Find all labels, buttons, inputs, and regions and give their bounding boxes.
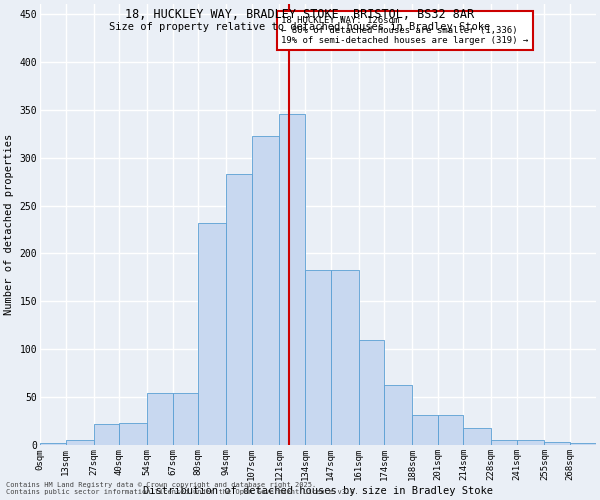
Bar: [544, 442, 570, 445]
Bar: [412, 414, 437, 445]
Bar: [359, 340, 384, 445]
Text: Contains HM Land Registry data © Crown copyright and database right 2025.
Contai: Contains HM Land Registry data © Crown c…: [6, 482, 359, 495]
Text: 18, HUCKLEY WAY, BRADLEY STOKE, BRISTOL, BS32 8AR: 18, HUCKLEY WAY, BRADLEY STOKE, BRISTOL,…: [125, 8, 475, 20]
Bar: [305, 270, 331, 445]
Text: 18 HUCKLEY WAY: 126sqm
← 80% of detached houses are smaller (1,336)
19% of semi-: 18 HUCKLEY WAY: 126sqm ← 80% of detached…: [281, 16, 529, 46]
Bar: [66, 440, 94, 445]
Bar: [463, 428, 491, 445]
Bar: [331, 270, 359, 445]
Bar: [280, 114, 305, 445]
Bar: [119, 423, 147, 445]
Text: Size of property relative to detached houses in Bradley Stoke: Size of property relative to detached ho…: [109, 22, 491, 32]
Bar: [199, 223, 226, 445]
Bar: [437, 414, 463, 445]
Bar: [252, 136, 280, 445]
Bar: [94, 424, 119, 445]
Bar: [147, 392, 173, 445]
Y-axis label: Number of detached properties: Number of detached properties: [4, 134, 14, 316]
X-axis label: Distribution of detached houses by size in Bradley Stoke: Distribution of detached houses by size …: [143, 486, 493, 496]
Bar: [491, 440, 517, 445]
Bar: [384, 385, 412, 445]
Bar: [517, 440, 544, 445]
Bar: [226, 174, 252, 445]
Bar: [173, 392, 199, 445]
Bar: [570, 444, 596, 445]
Bar: [40, 444, 66, 445]
